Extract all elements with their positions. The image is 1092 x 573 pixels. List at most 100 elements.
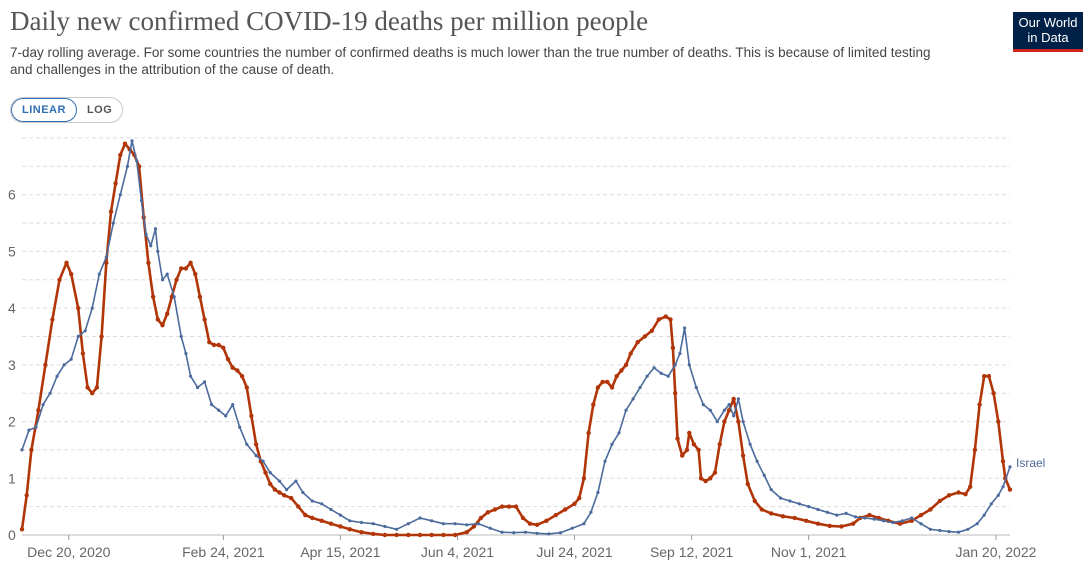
data-point <box>596 490 600 495</box>
data-point <box>24 493 29 498</box>
data-point <box>488 526 492 530</box>
data-point <box>900 519 904 523</box>
data-point <box>991 391 996 396</box>
data-point <box>500 530 504 534</box>
data-point <box>478 515 484 521</box>
data-point <box>835 513 839 517</box>
data-point <box>125 164 129 168</box>
data-point <box>224 414 228 418</box>
data-point <box>675 436 680 441</box>
data-point <box>624 408 628 412</box>
data-point <box>736 397 741 401</box>
data-point <box>301 490 305 495</box>
data-point <box>203 380 207 384</box>
data-point <box>118 193 122 197</box>
data-point <box>97 272 101 276</box>
data-point <box>1001 485 1005 489</box>
data-point <box>465 523 469 527</box>
data-point <box>572 501 577 506</box>
data-point <box>659 371 663 375</box>
data-point <box>347 527 352 532</box>
data-point <box>740 453 746 458</box>
data-point <box>57 277 62 282</box>
data-point <box>174 277 179 282</box>
series-layer <box>19 139 1013 538</box>
data-point <box>499 504 505 509</box>
data-point <box>937 498 942 504</box>
data-point <box>19 527 25 532</box>
data-point <box>891 520 895 525</box>
data-point <box>69 271 74 277</box>
data-point <box>600 379 605 385</box>
data-point <box>417 532 423 538</box>
data-point <box>762 473 766 477</box>
data-point <box>34 425 38 429</box>
data-point <box>956 490 961 495</box>
data-point <box>506 504 512 509</box>
data-point <box>897 521 903 526</box>
data-point <box>982 513 986 517</box>
data-point <box>179 266 184 271</box>
data-point <box>687 430 692 436</box>
data-point <box>736 419 741 424</box>
data-point <box>708 408 712 412</box>
data-point <box>691 442 697 447</box>
data-point <box>76 305 81 311</box>
data-point <box>605 379 610 385</box>
data-point <box>245 442 249 446</box>
log-scale-button[interactable]: LOG <box>86 104 113 116</box>
grid-layer <box>22 137 1010 508</box>
data-point <box>83 329 87 333</box>
data-point <box>715 420 719 424</box>
data-point <box>62 363 66 367</box>
data-point <box>968 484 973 489</box>
y-tick-label: 5 <box>8 243 16 259</box>
data-point <box>570 526 574 530</box>
data-point <box>731 396 736 402</box>
data-point <box>642 334 647 339</box>
data-point <box>217 408 221 412</box>
data-point <box>748 442 752 446</box>
data-point <box>792 515 797 521</box>
data-point <box>741 420 745 424</box>
data-point <box>169 294 174 299</box>
y-tick-label: 4 <box>8 300 16 316</box>
linear-scale-button[interactable]: LINEAR <box>11 98 77 122</box>
scale-toggle: LINEAR LOG <box>10 97 124 123</box>
data-point <box>745 481 750 487</box>
x-tick-label: Sep 12, 2021 <box>650 544 734 560</box>
data-point <box>485 510 491 515</box>
data-point <box>652 366 656 370</box>
x-tick-label: Jun 4, 2021 <box>421 544 494 560</box>
data-point <box>780 514 786 519</box>
data-point <box>156 249 160 253</box>
data-point <box>394 532 399 538</box>
y-tick-label: 2 <box>8 414 16 430</box>
data-point <box>197 294 203 299</box>
data-point <box>146 260 151 265</box>
data-point <box>603 459 607 463</box>
data-point <box>825 510 830 514</box>
data-point <box>149 244 153 248</box>
data-point <box>80 351 86 356</box>
data-point <box>670 345 676 350</box>
data-point <box>231 403 235 407</box>
data-point <box>769 511 774 516</box>
data-point <box>752 498 757 504</box>
chart-subtitle: 7-day rolling average. For some countrie… <box>10 45 931 77</box>
data-point <box>708 476 713 481</box>
owid-logo[interactable]: Our World in Data <box>1013 12 1083 52</box>
data-point <box>928 507 933 512</box>
data-point <box>673 391 678 396</box>
data-point <box>910 516 914 520</box>
data-point <box>684 447 690 453</box>
data-point <box>239 374 245 379</box>
data-point <box>918 512 924 518</box>
data-point <box>104 255 108 259</box>
data-point <box>827 523 832 529</box>
y-tick-label: 3 <box>8 357 16 373</box>
data-point <box>238 425 242 429</box>
data-point <box>64 260 69 265</box>
data-point <box>1007 487 1013 492</box>
